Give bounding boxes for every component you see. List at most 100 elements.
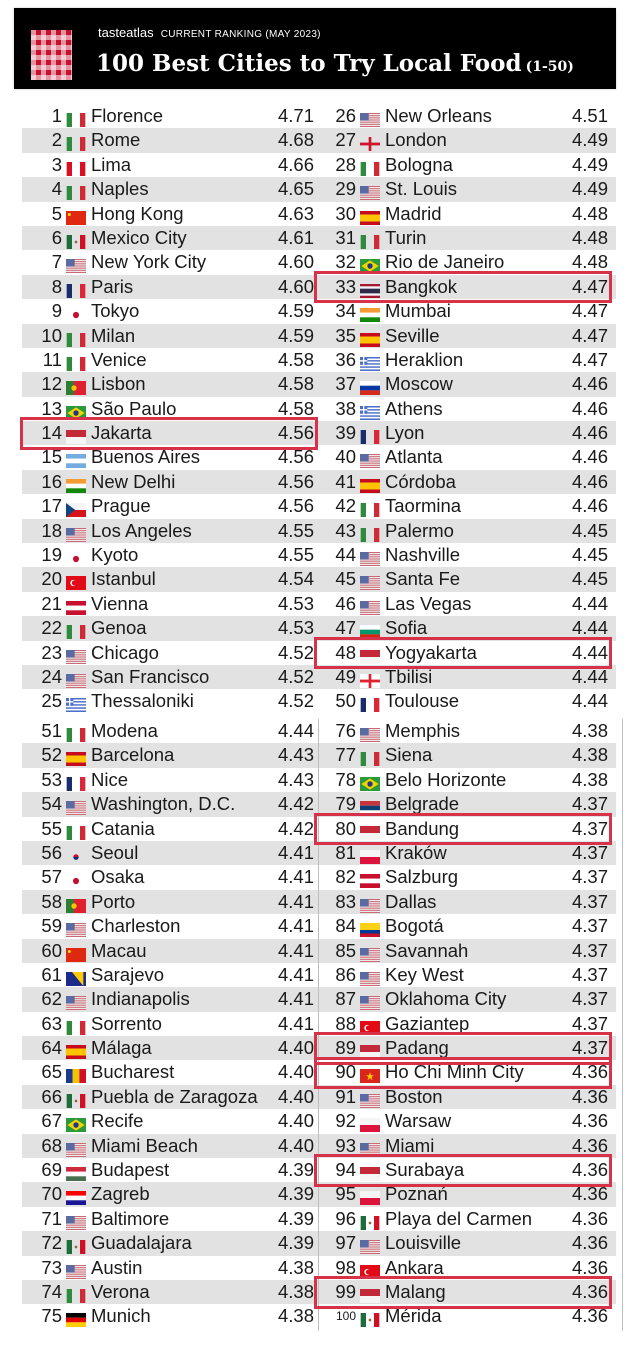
ranking-row: 26 New Orleans 4.51 <box>316 104 616 128</box>
city-name: Mexico City <box>91 226 187 248</box>
rating-score: 4.61 <box>277 226 314 248</box>
city-name: Jakarta <box>91 422 152 444</box>
rank-number: 78 <box>335 768 356 790</box>
flag-it-icon <box>66 1285 86 1303</box>
rank-number: 26 <box>335 105 356 126</box>
rank-number: 74 <box>41 1280 62 1302</box>
flag-jp-icon <box>66 548 86 563</box>
flag-it-icon <box>66 109 86 127</box>
flag-it-icon <box>66 822 86 840</box>
city-name: Savannah <box>385 939 469 961</box>
rating-score: 4.58 <box>277 348 314 370</box>
rating-score: 4.36 <box>571 1232 608 1254</box>
flag-br-icon <box>360 255 380 274</box>
rating-score: 4.36 <box>571 1305 608 1327</box>
flag-id-icon <box>360 1285 380 1303</box>
rating-score: 4.36 <box>571 1110 608 1132</box>
city-name: Istanbul <box>91 568 156 590</box>
ranking-row: 62 Indianapolis 4.41 <box>22 987 322 1012</box>
city-name: Salzburg <box>385 866 459 888</box>
rating-score: 4.41 <box>277 988 314 1010</box>
flag-it-icon <box>360 524 380 542</box>
ranking-row: 89 Padang 4.37 <box>316 1036 616 1061</box>
rating-score: 4.41 <box>277 1012 314 1034</box>
rank-number: 59 <box>41 915 62 937</box>
rating-score: 4.40 <box>277 1134 314 1156</box>
flag-id-icon <box>360 822 380 840</box>
rating-score: 4.52 <box>277 690 314 712</box>
flag-mx-icon <box>66 1236 86 1255</box>
rank-number: 5 <box>51 202 62 224</box>
ranking-row: 4 Naples 4.65 <box>22 177 322 202</box>
flag-ar-icon <box>66 450 86 469</box>
ranking-row: 32 Rio de Janeiro 4.48 <box>316 250 616 274</box>
city-name: Kraków <box>385 841 447 863</box>
city-name: Belgrade <box>385 793 460 815</box>
flag-ro-icon <box>66 1065 86 1084</box>
ranking-row: 15 Buenos Aires 4.56 <box>22 445 322 469</box>
ranking-row: 23 Chicago 4.52 <box>22 641 322 665</box>
city-name: Taormina <box>385 495 462 517</box>
rank-number: 23 <box>41 641 62 663</box>
flag-ba-icon <box>66 968 86 986</box>
rank-number: 11 <box>42 348 62 370</box>
rating-score: 4.43 <box>277 744 314 766</box>
rating-score: 4.47 <box>571 275 608 297</box>
ranking-row: 48 Yogyakarta 4.44 <box>316 641 616 665</box>
rating-score: 4.41 <box>277 915 314 937</box>
flag-in-icon <box>360 304 380 323</box>
rank-number: 86 <box>335 963 356 985</box>
rating-score: 4.40 <box>277 1061 314 1083</box>
ranking-row: 45 Santa Fe 4.45 <box>316 567 616 592</box>
rank-number: 55 <box>41 817 62 839</box>
ranking-row: 60 Macau 4.41 <box>22 938 322 963</box>
ranking-row: 55 Catania 4.42 <box>22 817 322 841</box>
flag-th-icon <box>360 280 380 298</box>
city-name: Puebla de Zaragoza <box>91 1085 258 1107</box>
ranking-column-51-75: 51 Modena 4.44 52 Barcelona 4.43 53 Nice 4.43 54 W… <box>22 719 322 1329</box>
city-name: Vienna <box>91 592 149 614</box>
ranking-row: 70 Zagreb 4.39 <box>22 1182 322 1207</box>
ranking-row: 66 Puebla de Zaragoza 4.40 <box>22 1084 322 1110</box>
ranking-row: 41 Córdoba 4.46 <box>316 469 616 495</box>
flag-hr-icon <box>66 1187 86 1206</box>
rank-number: 48 <box>335 641 356 663</box>
rank-number: 18 <box>41 519 62 541</box>
rating-score: 4.59 <box>277 324 314 346</box>
ranking-row: 43 Palermo 4.45 <box>316 518 616 544</box>
ranking-row: 96 Playa del Carmen 4.36 <box>316 1207 616 1231</box>
rank-number: 71 <box>41 1207 62 1229</box>
flag-us-icon <box>66 1139 86 1157</box>
rank-number: 100 <box>335 1309 356 1324</box>
rating-score: 4.39 <box>277 1159 314 1181</box>
rating-score: 4.37 <box>571 939 608 961</box>
rating-score: 4.40 <box>277 1110 314 1132</box>
ranking-row: 94 Surabaya 4.36 <box>316 1158 616 1182</box>
rank-number: 20 <box>41 568 62 590</box>
brand-line: tasteatlas CURRENT RANKING (MAY 2023) <box>98 25 321 40</box>
ranking-row: 92 Warsaw 4.36 <box>316 1109 616 1133</box>
rating-score: 4.37 <box>571 793 608 815</box>
rank-number: 73 <box>41 1256 62 1278</box>
city-name: Austin <box>91 1256 143 1278</box>
rank-number: 37 <box>335 373 356 395</box>
city-name: Macau <box>91 939 147 961</box>
city-name: Mumbai <box>385 300 451 322</box>
ranking-row: 53 Nice 4.43 <box>22 768 322 792</box>
rank-number: 43 <box>335 519 356 541</box>
city-name: Rio de Janeiro <box>385 251 505 273</box>
rating-score: 4.65 <box>277 178 314 200</box>
flag-us-icon <box>66 992 86 1011</box>
rank-number: 2 <box>51 129 62 151</box>
rating-score: 4.37 <box>571 988 608 1010</box>
rating-score: 4.59 <box>277 300 314 322</box>
flag-id-icon <box>360 646 380 664</box>
rating-score: 4.40 <box>277 1085 314 1107</box>
ranking-row: 79 Belgrade 4.37 <box>316 792 616 817</box>
ranking-row: 83 Dallas 4.37 <box>316 889 616 915</box>
flag-co-icon <box>360 919 380 938</box>
city-name: Milan <box>91 324 136 346</box>
ranking-row: 1 Florence 4.71 <box>22 104 322 128</box>
rating-score: 4.58 <box>277 373 314 395</box>
rating-score: 4.46 <box>571 495 608 517</box>
